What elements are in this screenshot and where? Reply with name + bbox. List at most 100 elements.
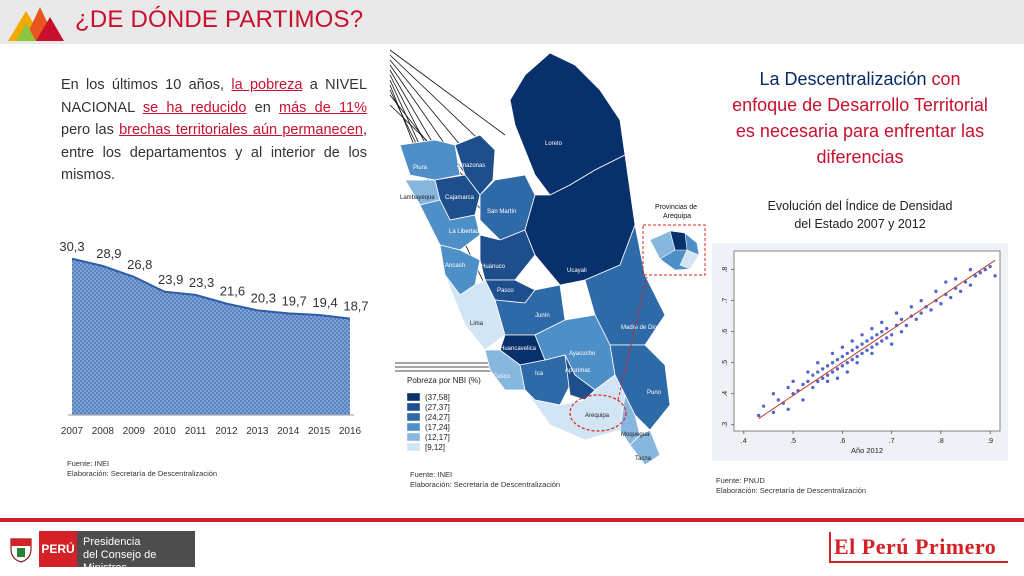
scatter-point — [958, 289, 963, 294]
page-title: ¿DE DÓNDE PARTIMOS? — [75, 6, 364, 33]
intro-paragraph: En los últimos 10 años, la pobreza a NIV… — [61, 77, 368, 183]
brand-frame — [829, 532, 1008, 563]
label-ayacucho: Ica — [535, 371, 544, 377]
scatter-title: Evolución del Índice de Densidad del Esta… — [767, 199, 953, 231]
scatter-point — [771, 392, 776, 396]
scatter-point — [870, 336, 874, 340]
region-piura — [399, 139, 461, 181]
scatter-point — [786, 407, 790, 411]
legend-label: (37,58] — [425, 393, 450, 402]
legend-swatch — [406, 432, 421, 442]
scatter-point — [845, 351, 849, 356]
poverty-value-label: 23,9 — [158, 272, 183, 287]
density-scatter-chart: .4 .5 .6 .7 .8 .9 .3 .4 .5 .6 .7 .8 Año 2012 — [712, 243, 1008, 461]
legend-label: (24,27] — [425, 413, 450, 422]
arequipa-highlight — [569, 394, 627, 432]
scatter-source: Fuente: PNUD Elaboración: Secretaría de D… — [716, 476, 867, 495]
scatter-point — [840, 364, 845, 368]
poverty-year-label: 2014 — [277, 426, 300, 437]
scatter-point — [850, 348, 854, 353]
label-huancavelica: Huancavelica — [500, 346, 537, 352]
scatter-point — [860, 342, 864, 346]
poverty-value-label: 19,4 — [312, 295, 337, 310]
legend-label: (12,17] — [425, 433, 450, 442]
scatter-point — [885, 336, 889, 340]
label-puno: Puno — [647, 390, 662, 396]
scatter-point — [830, 361, 835, 365]
scatter-point — [949, 295, 953, 300]
scatter-point — [889, 333, 894, 337]
inset-title-2: Arequipa — [663, 213, 691, 220]
scatter-point — [983, 267, 987, 272]
coat-of-arms-icon — [10, 538, 32, 563]
headline: La Descentralización con enfoque de Desa… — [732, 69, 988, 167]
poverty-area-chart: 30,3 28,9 26,8 23,9 23,3 21,6 20,3 19,7 19,4 18,7… — [59, 240, 368, 437]
legend-label: (17,24] — [425, 423, 450, 432]
scatter-point — [840, 354, 845, 359]
label-ucayali: Ucayali — [567, 268, 587, 274]
x-tick-label: .9 — [987, 438, 993, 445]
label-tacna: Tacna — [635, 456, 652, 462]
scatter-point — [929, 308, 933, 312]
scatter-point — [860, 333, 864, 337]
label-junin: Junín — [535, 313, 550, 319]
scatter-point — [870, 345, 874, 349]
y-tick-label: .7 — [722, 298, 729, 304]
region-huanuco — [479, 229, 536, 281]
brand-text: El Perú Primero — [834, 534, 997, 559]
legend-swatch — [406, 402, 421, 412]
scatter-point — [968, 267, 973, 272]
scatter-point — [894, 311, 899, 315]
scatter-point — [816, 379, 820, 384]
pcm-logo: PERÚ Presidencia del Consejo de Ministros — [39, 531, 195, 574]
scatter-point — [865, 339, 869, 343]
poverty-year-label: 2010 — [154, 426, 177, 437]
x-tick-label: .8 — [938, 438, 944, 445]
y-tick-label: .8 — [722, 267, 729, 273]
label-ica: Cusco — [493, 374, 511, 380]
scatter-point — [988, 264, 992, 269]
scatter-point — [880, 339, 884, 343]
poverty-source: Fuente: INEI Elaboración: Secretaría de D… — [67, 459, 218, 478]
y-tick-label: .3 — [722, 422, 729, 428]
poverty-year-label: 2013 — [246, 426, 269, 437]
legend-swatch — [406, 392, 421, 402]
scatter-point — [771, 410, 776, 415]
y-tick-label: .6 — [722, 329, 729, 335]
poverty-value-label: 23,3 — [189, 275, 214, 290]
scatter-point — [791, 379, 795, 384]
scatter-point — [870, 326, 874, 331]
fit-line — [758, 259, 996, 420]
label-madre-de-dios: Madre de Dios — [621, 325, 660, 331]
scatter-point — [811, 373, 815, 377]
x-axis-label: Año 2012 — [851, 446, 883, 455]
scatter-point — [860, 351, 864, 356]
poverty-line — [71, 257, 351, 320]
scatter-point — [825, 364, 830, 368]
label-apurimac: Apurímac — [565, 368, 591, 374]
arequipa-pointer — [617, 276, 648, 401]
scatter-point — [855, 361, 859, 365]
label-arequipa: Arequipa — [585, 413, 610, 419]
label-la-libertad: La Libertad — [449, 229, 479, 235]
legend-swatch — [406, 412, 421, 422]
scatter-point — [816, 361, 820, 365]
poverty-year-label: 2008 — [92, 426, 115, 437]
label-amazonas: Amazonas — [457, 163, 485, 169]
scatter-point — [919, 298, 923, 303]
poverty-value-label: 28,9 — [96, 246, 121, 261]
label-cajamarca: Cajamarca — [445, 195, 475, 201]
poverty-value-label: 21,6 — [220, 284, 245, 299]
scatter-point — [840, 345, 845, 349]
y-tick-label: .5 — [722, 360, 729, 366]
poverty-area — [72, 258, 350, 415]
scatter-point — [801, 382, 805, 387]
x-tick-label: .6 — [839, 438, 845, 445]
scatter-point — [939, 302, 943, 306]
poverty-value-label: 19,7 — [282, 293, 307, 308]
peru-poverty-map: Loreto Piura Amazonas Lambayeque Cajamar… — [389, 49, 706, 466]
scatter-point — [835, 367, 840, 371]
label-pasco: Pasco — [497, 288, 514, 294]
poverty-year-label: 2016 — [339, 426, 362, 437]
scatter-point — [934, 289, 938, 294]
